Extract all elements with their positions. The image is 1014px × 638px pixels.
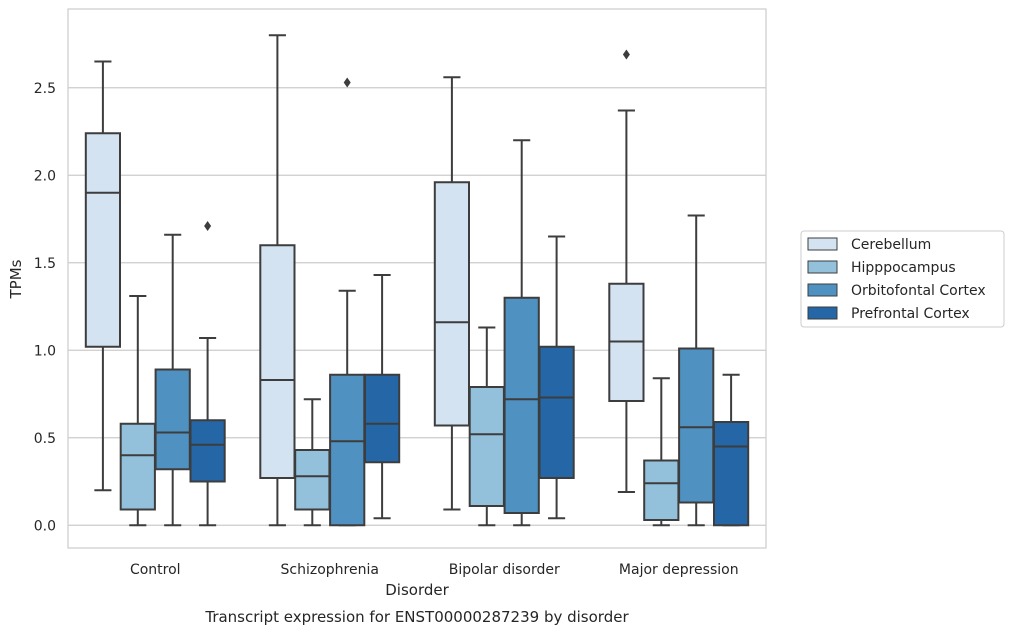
box-cerebellum xyxy=(608,49,645,493)
x-tick-labels: Control Schizophrenia Bipolar disorder Majo… xyxy=(130,562,739,578)
legend-label: Cerebellum xyxy=(851,237,931,253)
outlier-point xyxy=(343,77,351,88)
box-cerebellum xyxy=(433,76,471,511)
box-prefrontal-cortex xyxy=(538,235,575,520)
box-body xyxy=(468,386,505,507)
box-body xyxy=(538,345,575,479)
legend-label: Orbitofontal Cortex xyxy=(851,283,986,299)
box-prefrontal-cortex xyxy=(189,221,226,527)
x-tick-label: Control xyxy=(130,562,181,578)
box-hipppocampus xyxy=(294,398,331,527)
legend-items: Cerebellum Hipppocampus Orbitofontal Corte… xyxy=(807,237,986,322)
box-orbitofontal-cortex xyxy=(154,233,191,527)
y-tick-label: 1.0 xyxy=(34,343,56,359)
box-body xyxy=(259,244,296,479)
box-body xyxy=(712,421,750,527)
plot-frame xyxy=(67,8,767,549)
x-tick-label: Major depression xyxy=(619,562,739,578)
y-tick-labels: 0.0 0.5 1.0 1.5 2.0 2.5 xyxy=(34,81,56,535)
box-hipppocampus xyxy=(119,295,156,527)
outlier-point xyxy=(204,221,212,231)
legend: Cerebellum Hipppocampus Orbitofontal Corte… xyxy=(800,230,1005,328)
y-tick-label: 2.0 xyxy=(34,168,56,184)
box-hipppocampus xyxy=(468,326,505,527)
box-cerebellum xyxy=(84,60,122,492)
box-body xyxy=(363,373,401,464)
box-body xyxy=(503,296,540,514)
box-body xyxy=(294,449,331,511)
y-tick-label: 1.5 xyxy=(34,256,56,272)
box-body xyxy=(154,368,191,471)
legend-swatch xyxy=(807,283,838,297)
x-tick-label: Bipolar disorder xyxy=(449,562,560,578)
legend-swatch xyxy=(807,306,838,320)
box-body xyxy=(84,132,122,348)
box-body xyxy=(329,373,366,527)
box-orbitofontal-cortex xyxy=(678,214,715,527)
y-axis-label: TPMs xyxy=(7,259,25,299)
box-body xyxy=(433,181,471,427)
box-hipppocampus xyxy=(643,377,680,527)
box-body xyxy=(678,347,715,504)
y-tick-label: 0.5 xyxy=(34,431,56,447)
box-cerebellum xyxy=(259,34,296,527)
x-axis-label: Disorder xyxy=(385,581,449,599)
box-layer xyxy=(84,34,750,527)
box-body xyxy=(189,419,226,483)
box-orbitofontal-cortex xyxy=(329,77,366,527)
legend-label: Prefrontal Cortex xyxy=(851,306,970,322)
legend-swatch xyxy=(807,260,838,274)
y-tick-label: 0.0 xyxy=(34,518,56,534)
box-body xyxy=(119,422,156,511)
legend-label: Hipppocampus xyxy=(851,260,956,276)
box-prefrontal-cortex xyxy=(712,373,750,527)
x-tick-label: Schizophrenia xyxy=(281,562,379,578)
box-body xyxy=(643,459,680,521)
chart-caption: Transcript expression for ENST0000028723… xyxy=(204,608,629,626)
box-prefrontal-cortex xyxy=(363,274,401,520)
legend-swatch xyxy=(807,237,838,251)
y-tick-label: 2.5 xyxy=(34,81,56,97)
legend-frame xyxy=(800,230,1005,328)
box-orbitofontal-cortex xyxy=(503,139,540,527)
outlier-point xyxy=(622,49,630,60)
